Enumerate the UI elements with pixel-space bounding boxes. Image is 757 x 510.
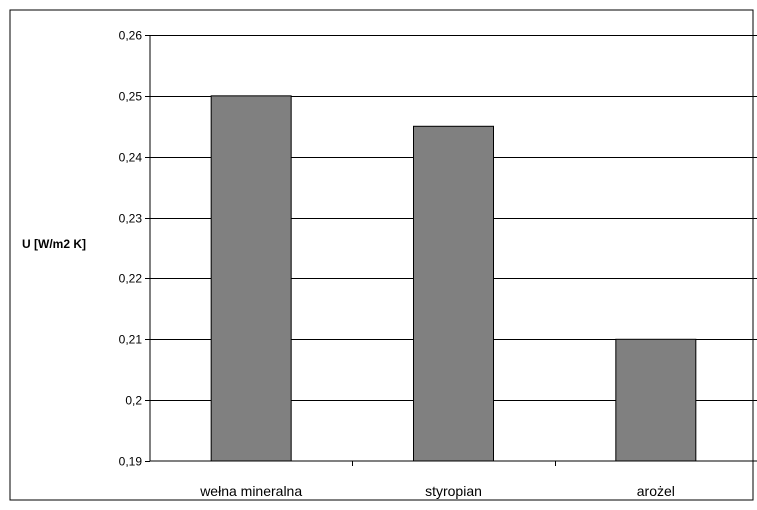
y-tick-label: 0,22 <box>119 272 143 286</box>
x-ticks: wełna mineralna styropian arożel <box>199 461 675 499</box>
y-tick-label: 0,21 <box>119 333 143 347</box>
axes <box>149 35 757 462</box>
x-tick-label: wełna mineralna <box>199 483 302 499</box>
y-tick-label: 0,24 <box>119 151 143 165</box>
chart-border <box>9 9 754 501</box>
bar <box>210 95 292 462</box>
bar <box>413 125 494 462</box>
y-tick-label: 0,25 <box>119 90 143 104</box>
y-tick-label: 0,23 <box>119 212 143 226</box>
x-tick-label: styropian <box>425 483 482 499</box>
bar <box>615 338 697 462</box>
y-tick-label: 0,26 <box>119 29 143 43</box>
y-axis-label: U [W/m2 K] <box>22 237 86 251</box>
y-tick-label: 0,2 <box>125 394 142 408</box>
y-tick-label: 0,19 <box>119 455 143 469</box>
x-tick-label: arożel <box>637 483 675 499</box>
y-ticks: 0,19 0,2 0,21 0,22 0,23 0,24 0,25 0,26 <box>119 29 150 469</box>
